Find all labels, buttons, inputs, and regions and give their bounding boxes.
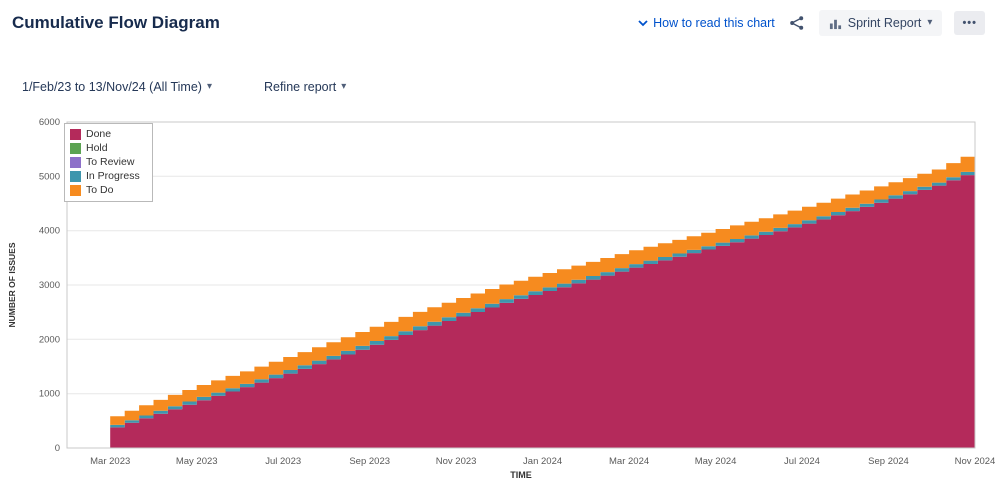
y-tick-label: 0 xyxy=(55,443,60,454)
x-tick-label: May 2023 xyxy=(176,456,218,467)
plot-border xyxy=(66,121,976,449)
refine-report-dropdown[interactable]: Refine report ▾ xyxy=(264,80,346,94)
y-tick-label: 6000 xyxy=(39,117,60,128)
chevron-down-icon: ▾ xyxy=(341,81,347,92)
x-tick-label: Jul 2024 xyxy=(784,456,820,467)
legend-item-in-progress: In Progress xyxy=(70,170,140,182)
x-tick-label: Sep 2023 xyxy=(349,456,390,467)
legend-item-to-do: To Do xyxy=(70,184,140,196)
share-button[interactable] xyxy=(787,13,807,33)
area-to-do xyxy=(110,150,975,425)
legend-swatch xyxy=(70,142,81,154)
y-axis-title: NUMBER OF ISSUES xyxy=(7,242,17,327)
more-button[interactable]: ••• xyxy=(954,11,985,35)
x-tick-label: Sep 2024 xyxy=(868,456,909,467)
legend-swatch xyxy=(70,184,81,196)
legend-label: To Review xyxy=(86,156,135,168)
chevron-down-icon xyxy=(638,19,648,26)
x-tick-label: Mar 2024 xyxy=(609,456,649,467)
x-tick-label: Nov 2024 xyxy=(955,456,995,467)
y-tick-label: 5000 xyxy=(39,171,60,182)
legend-swatch xyxy=(70,170,81,182)
legend-item-done: Done xyxy=(70,128,140,140)
y-tick-label: 3000 xyxy=(39,280,60,291)
date-range-dropdown[interactable]: 1/Feb/23 to 13/Nov/24 (All Time) ▾ xyxy=(22,80,212,94)
legend-swatch xyxy=(70,156,81,168)
sprint-report-button[interactable]: Sprint Report ▾ xyxy=(818,10,943,36)
chart-area: Done Hold To Review In Progress To Do 0 1000 2… xyxy=(3,116,999,489)
x-tick-label: Jan 2024 xyxy=(523,456,562,467)
report-icon xyxy=(829,19,841,29)
legend-label: To Do xyxy=(86,184,114,196)
how-to-read-label: How to read this chart xyxy=(653,16,775,30)
chevron-down-icon: ▾ xyxy=(927,17,933,28)
how-to-read-link[interactable]: How to read this chart xyxy=(638,16,775,30)
chevron-down-icon: ▾ xyxy=(206,81,212,92)
header: Cumulative Flow Diagram How to read this… xyxy=(0,0,999,36)
legend-swatch xyxy=(70,128,81,140)
chart-legend: Done Hold To Review In Progress To Do xyxy=(64,123,153,202)
area-done xyxy=(110,169,975,449)
x-axis-title: TIME xyxy=(510,470,532,480)
legend-item-hold: Hold xyxy=(70,142,140,154)
x-tick-label: Mar 2023 xyxy=(90,456,130,467)
header-actions: How to read this chart Sprint Report xyxy=(638,10,985,36)
x-tick-label: Jul 2023 xyxy=(265,456,301,467)
y-tick-label: 2000 xyxy=(39,334,60,345)
y-tick-label: 1000 xyxy=(39,389,60,400)
legend-item-to-review: To Review xyxy=(70,156,140,168)
filter-row: 1/Feb/23 to 13/Nov/24 (All Time) ▾ Refin… xyxy=(22,80,999,94)
legend-label: Hold xyxy=(86,142,108,154)
cfd-chart: 0 1000 2000 3000 4000 5000 6000 Mar 2023 May 202… xyxy=(7,117,995,480)
page-title: Cumulative Flow Diagram xyxy=(12,13,220,32)
x-tick-label: Nov 2023 xyxy=(436,456,477,467)
share-icon xyxy=(789,16,803,30)
date-range-label: 1/Feb/23 to 13/Nov/24 (All Time) xyxy=(22,80,202,94)
sprint-report-label: Sprint Report xyxy=(847,16,922,30)
x-tick-label: May 2024 xyxy=(695,456,737,467)
refine-report-label: Refine report xyxy=(263,80,337,94)
y-tick-label: 4000 xyxy=(39,226,60,237)
legend-label: Done xyxy=(86,128,112,140)
legend-label: In Progress xyxy=(86,170,140,182)
